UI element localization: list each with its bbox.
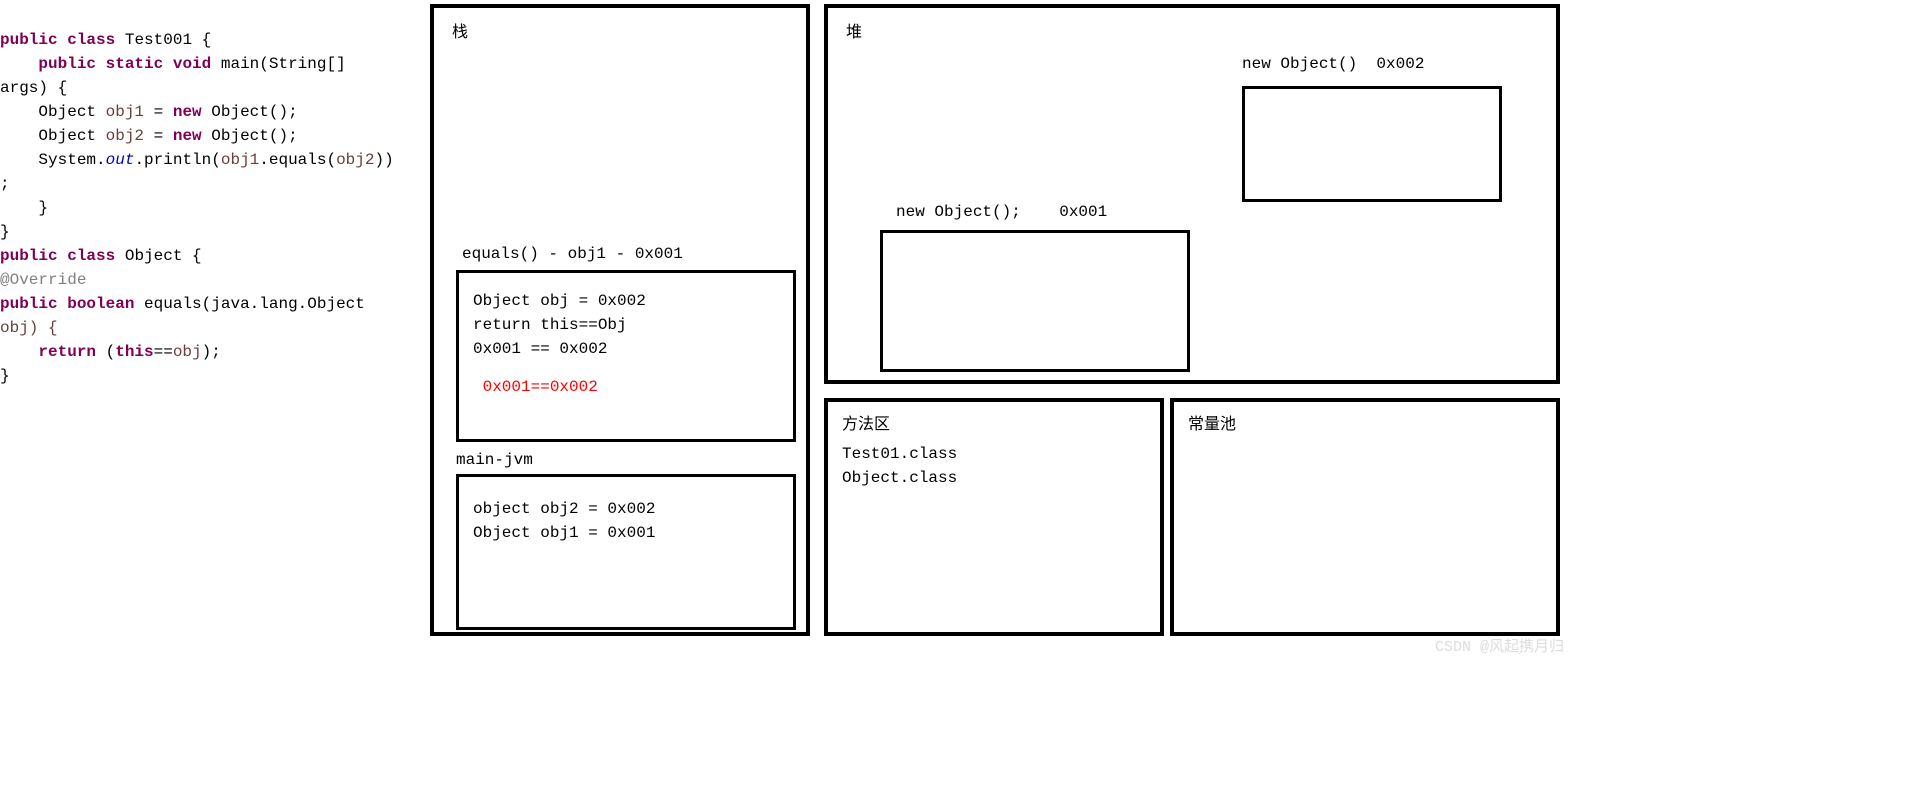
main-frame-box: object obj2 = 0x002 Object obj1 = 0x001 — [456, 474, 796, 630]
diagram-panel: 栈 equals() - obj1 - 0x001 Object obj = 0… — [430, 4, 1560, 644]
return-open: ( — [96, 343, 115, 361]
method-area-box: 方法区 Test01.class Object.class — [824, 398, 1164, 636]
var-obj2: obj2 — [106, 127, 144, 145]
main-line2: Object obj1 = 0x001 — [473, 521, 655, 545]
kw-return: return — [38, 343, 96, 361]
heap-label: 堆 — [846, 18, 862, 42]
main-frame-label: main-jvm — [456, 448, 533, 472]
override-annotation: @Override — [0, 271, 86, 289]
kw-public4: public — [0, 295, 58, 313]
equals-frame-label: equals() - obj1 - 0x001 — [462, 242, 683, 266]
kw-boolean: boolean — [67, 295, 134, 313]
println-open: .println( — [134, 151, 220, 169]
stack-label: 栈 — [452, 18, 468, 42]
class-name-1: Test001 { — [125, 31, 211, 49]
const-pool-box: 常量池 — [1170, 398, 1560, 636]
obj2-ref: obj2 — [336, 151, 374, 169]
equals-call: .equals( — [259, 151, 336, 169]
class-name-2: Object { — [125, 247, 202, 265]
kw-static: static — [106, 55, 164, 73]
obj-type-2: Object — [38, 127, 105, 145]
const-pool-label: 常量池 — [1188, 410, 1236, 434]
method-area-label: 方法区 — [842, 410, 890, 434]
sys: System. — [38, 151, 105, 169]
kw-public3: public — [0, 247, 58, 265]
equals-line2: return this==Obj — [473, 313, 627, 337]
stack-box: 栈 equals() - obj1 - 0x001 Object obj = 0… — [430, 4, 810, 636]
kw-public: public — [0, 31, 58, 49]
main-line1: object obj2 = 0x002 — [473, 497, 655, 521]
brace-close-1: } — [0, 199, 48, 217]
kw-new1: new — [173, 103, 202, 121]
brace-close-2: } — [0, 223, 10, 241]
kw-void: void — [173, 55, 211, 73]
close-paren: )) — [374, 151, 393, 169]
kw-class2: class — [67, 247, 115, 265]
heap-obj1-box — [880, 230, 1190, 372]
kw-this: this — [115, 343, 153, 361]
new-call-2: Object(); — [202, 127, 298, 145]
equals-highlight: 0x001==0x002 — [473, 375, 598, 399]
return-close: ); — [202, 343, 221, 361]
kw-new2: new — [173, 127, 202, 145]
obj1-ref: obj1 — [221, 151, 259, 169]
main-sig: main(String[] — [221, 55, 346, 73]
method-area-line2: Object.class — [842, 466, 957, 490]
method-area-line1: Test01.class — [842, 442, 957, 466]
heap-obj2-label: new Object() 0x002 — [1242, 52, 1424, 76]
eq-op: == — [154, 343, 173, 361]
equals-line1: Object obj = 0x002 — [473, 289, 646, 313]
equals-sig2: obj) { — [0, 319, 58, 337]
equals-sig1: equals(java.lang.Object — [144, 295, 374, 313]
var-obj1: obj1 — [106, 103, 144, 121]
obj-type-1: Object — [38, 103, 105, 121]
equals-line3: 0x001 == 0x002 — [473, 337, 607, 361]
equals-frame-box: Object obj = 0x002 return this==Obj 0x00… — [456, 270, 796, 442]
brace-close-3: } — [0, 367, 10, 385]
semicolon-line: ; — [0, 175, 10, 193]
heap-obj1-label: new Object(); 0x001 — [896, 200, 1107, 224]
eq2: = — [144, 127, 173, 145]
watermark: CSDN @风起携月归 — [1435, 635, 1564, 656]
out: out — [106, 151, 135, 169]
kw-class: class — [67, 31, 115, 49]
code-panel: public class Test001 { public static voi… — [0, 0, 420, 388]
obj-var: obj — [173, 343, 202, 361]
kw-public2: public — [38, 55, 96, 73]
new-call-1: Object(); — [202, 103, 298, 121]
args-brace: args) { — [0, 79, 67, 97]
eq1: = — [144, 103, 173, 121]
heap-obj2-box — [1242, 86, 1502, 202]
